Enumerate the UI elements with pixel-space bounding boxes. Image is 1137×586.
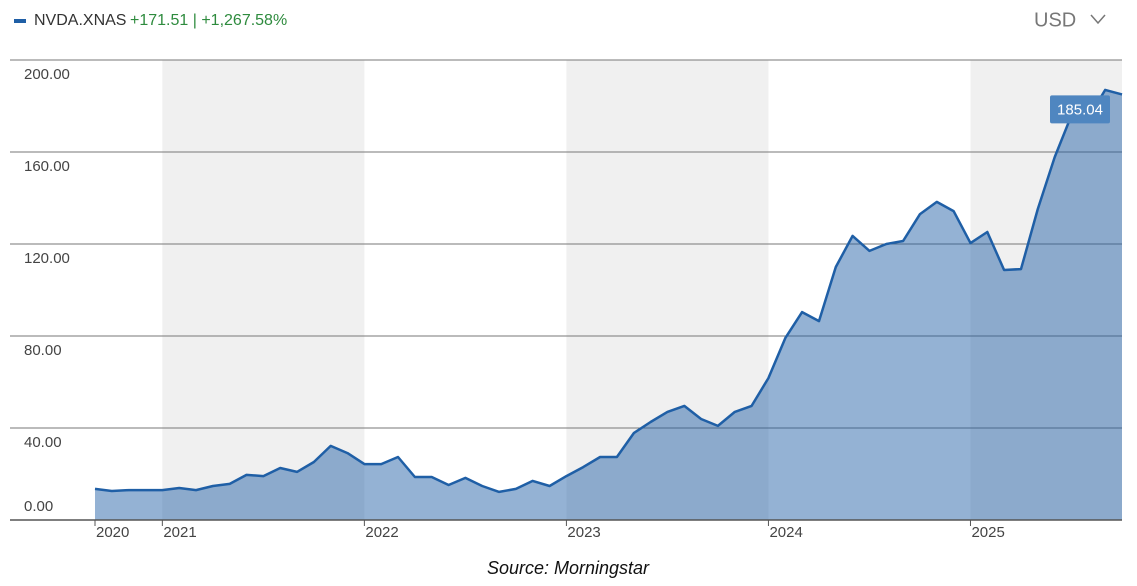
x-tick-label: 2021 [163, 524, 196, 541]
currency-dropdown[interactable]: USD [1034, 9, 1106, 31]
x-tick-label: 2022 [365, 524, 398, 541]
x-tick-label: 2025 [971, 524, 1004, 541]
price-change: +171.51 | +1,267.58% [130, 12, 287, 29]
line [94, 88, 1123, 494]
x-tick-label: 2024 [769, 524, 802, 541]
year-band [566, 60, 769, 520]
currency[interactable]: USD [1034, 9, 1076, 31]
y-tick-label: 0.00 [24, 498, 53, 515]
legend-label: NVDA.XNAS [34, 12, 126, 29]
y-tick-label: 40.00 [24, 434, 62, 451]
year-band [970, 60, 1122, 520]
y-tick-label: 160.00 [24, 158, 70, 175]
legend-swatch [14, 19, 26, 23]
y-tick-label: 120.00 [24, 250, 70, 267]
x-tick-label: 2020 [96, 524, 129, 541]
source: Source: Morningstar [487, 558, 650, 578]
y-tick-label: 200.00 [24, 66, 70, 83]
x-tick-label: 2023 [567, 524, 600, 541]
year-band [162, 60, 365, 520]
last-value-label: 185.04 [1057, 101, 1103, 118]
area [95, 89, 1122, 521]
dropdown-chevron[interactable] [1090, 14, 1106, 25]
last-value-callout [1050, 95, 1110, 124]
y-tick-label: 80.00 [24, 342, 62, 359]
